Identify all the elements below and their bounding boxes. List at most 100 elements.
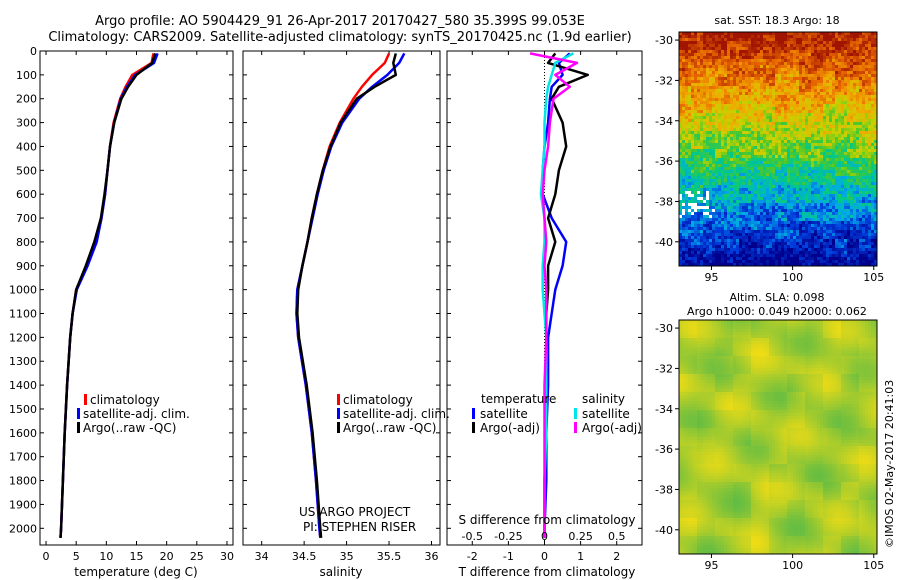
x-tick-label: 0 xyxy=(43,550,50,563)
legend-swatch-sal-argo xyxy=(574,422,577,433)
sla-title-line2: Argo h1000: 0.049 h2000: 0.062 xyxy=(687,305,867,318)
map-y-tick-label: -36 xyxy=(655,155,673,168)
salinity-legend: climatology satellite-adj. clim. Argo(..… xyxy=(337,393,450,435)
legend-swatch-argo xyxy=(337,422,340,433)
map-x-tick-label: 105 xyxy=(863,271,884,284)
map-y-tick-label: -34 xyxy=(655,403,673,416)
difference-xlabel: T difference from climatology xyxy=(458,565,636,579)
legend-label-temp-satellite: satellite xyxy=(480,407,528,421)
sst-map: -30 -32 -34 -36 -38 -40 95 100 105 xyxy=(655,31,884,284)
x-tick-label: 25 xyxy=(190,550,204,563)
sla-title-line1: Altim. SLA: 0.098 xyxy=(729,291,824,304)
x-tick-label: 20 xyxy=(160,550,174,563)
legend-label-temp-argo: Argo(-adj) xyxy=(480,421,540,435)
y-tick-label: 400 xyxy=(16,140,37,153)
y-tick-label: 1300 xyxy=(9,355,37,368)
map-x-tick-label: 100 xyxy=(782,271,803,284)
legend-group-temperature: temperature xyxy=(481,392,556,406)
s-difference-label: S difference from climatology xyxy=(459,513,636,527)
s-tick-label: -0.5 xyxy=(462,530,483,543)
x-tick-label: 36 xyxy=(425,550,439,563)
y-tick-label: 2000 xyxy=(9,522,37,535)
x-tick-label: 2 xyxy=(613,550,620,563)
legend-label-sal-argo: Argo(-adj) xyxy=(582,421,642,435)
legend-swatch-temp-argo xyxy=(472,422,475,433)
y-tick-label: 800 xyxy=(16,236,37,249)
map-y-tick-label: -36 xyxy=(655,443,673,456)
chart-title-line2: Climatology: CARS2009. Satellite-adjuste… xyxy=(48,30,632,45)
y-tick-label: 300 xyxy=(16,117,37,130)
legend-label-argo: Argo(..raw -QC) xyxy=(343,421,436,435)
y-tick-label: 1900 xyxy=(9,498,37,511)
salinity-xlabel: salinity xyxy=(319,565,362,579)
map-x-tick-label: 105 xyxy=(863,559,884,572)
series-line-argo-raw-qc- xyxy=(296,53,398,538)
x-tick-label: 1 xyxy=(577,550,584,563)
legend-swatch-sal-satellite xyxy=(574,408,577,419)
x-tick-label: 15 xyxy=(130,550,144,563)
salinity-panel xyxy=(242,50,441,546)
timestamp-footer: ©IMOS 02-May-2017 20:41:03 xyxy=(883,380,896,548)
temperature-panel xyxy=(39,50,234,546)
y-tick-label: 200 xyxy=(16,93,37,106)
temperature-legend: climatology satellite-adj. clim. Argo(..… xyxy=(77,393,190,435)
x-tick-label: 5 xyxy=(73,550,80,563)
map-x-tick-label: 95 xyxy=(704,559,718,572)
x-tick-label: 34 xyxy=(255,550,269,563)
map-y-tick-label: -40 xyxy=(655,236,673,249)
y-tick-label: 0 xyxy=(30,45,37,58)
y-tick-label: 1400 xyxy=(9,379,37,392)
map-x-tick-label: 100 xyxy=(782,559,803,572)
y-tick-label: 1200 xyxy=(9,331,37,344)
series-line-salinity-argo-adj- xyxy=(529,52,579,538)
legend-swatch-climatology xyxy=(84,394,87,405)
project-label: US ARGO PROJECT xyxy=(299,505,411,519)
map-y-tick-label: -32 xyxy=(655,74,673,87)
y-tick-label: 1500 xyxy=(9,403,37,416)
legend-swatch-satellite xyxy=(337,408,340,419)
x-tick-label: 10 xyxy=(99,550,113,563)
map-y-tick-label: -38 xyxy=(655,483,673,496)
legend-label-argo: Argo(..raw -QC) xyxy=(83,421,176,435)
x-tick-label: -1 xyxy=(503,550,514,563)
x-tick-label: -2 xyxy=(467,550,478,563)
y-tick-label: 100 xyxy=(16,69,37,82)
map-y-tick-label: -30 xyxy=(655,34,673,47)
y-tick-label: 1800 xyxy=(9,475,37,488)
s-tick-label: 0.25 xyxy=(568,530,593,543)
map-y-tick-label: -34 xyxy=(655,115,673,128)
y-tick-label: 600 xyxy=(16,188,37,201)
map-y-tick-label: -30 xyxy=(655,322,673,335)
y-tick-label: 900 xyxy=(16,260,37,273)
pi-label: PI: STEPHEN RISER xyxy=(303,520,416,534)
legend-label-climatology: climatology xyxy=(90,393,160,407)
legend-swatch-climatology xyxy=(337,394,340,405)
chart-title-line1: Argo profile: AO 5904429_91 26-Apr-2017 … xyxy=(95,14,585,29)
x-tick-label: 34.5 xyxy=(292,550,317,563)
map-y-tick-label: -38 xyxy=(655,195,673,208)
s-tick-label: -0.25 xyxy=(494,530,522,543)
y-tick-label: 500 xyxy=(16,164,37,177)
s-tick-label: 0 xyxy=(541,530,548,543)
sla-map: -30 -32 -34 -36 -38 -40 95 100 105 xyxy=(655,319,884,572)
map-x-tick-label: 95 xyxy=(704,271,718,284)
s-tick-label: 0.5 xyxy=(608,530,626,543)
legend-group-salinity: salinity xyxy=(582,392,625,406)
legend-label-satellite: satellite-adj. clim. xyxy=(83,407,190,421)
map-y-tick-label: -40 xyxy=(655,524,673,537)
temperature-xlabel: temperature (deg C) xyxy=(74,565,197,579)
x-tick-label: 30 xyxy=(220,550,234,563)
y-tick-label: 1000 xyxy=(9,284,37,297)
legend-swatch-argo xyxy=(77,422,80,433)
map-frame xyxy=(678,319,878,555)
legend-label-sal-satellite: satellite xyxy=(582,407,630,421)
sst-map-title: sat. SST: 18.3 Argo: 18 xyxy=(714,14,839,27)
y-tick-label: 1100 xyxy=(9,308,37,321)
legend-label-satellite: satellite-adj. clim. xyxy=(343,407,450,421)
map-frame xyxy=(678,31,878,267)
y-tick-label: 1700 xyxy=(9,451,37,464)
legend-label-climatology: climatology xyxy=(343,393,413,407)
map-y-tick-label: -32 xyxy=(655,362,673,375)
x-tick-label: 35 xyxy=(340,550,354,563)
